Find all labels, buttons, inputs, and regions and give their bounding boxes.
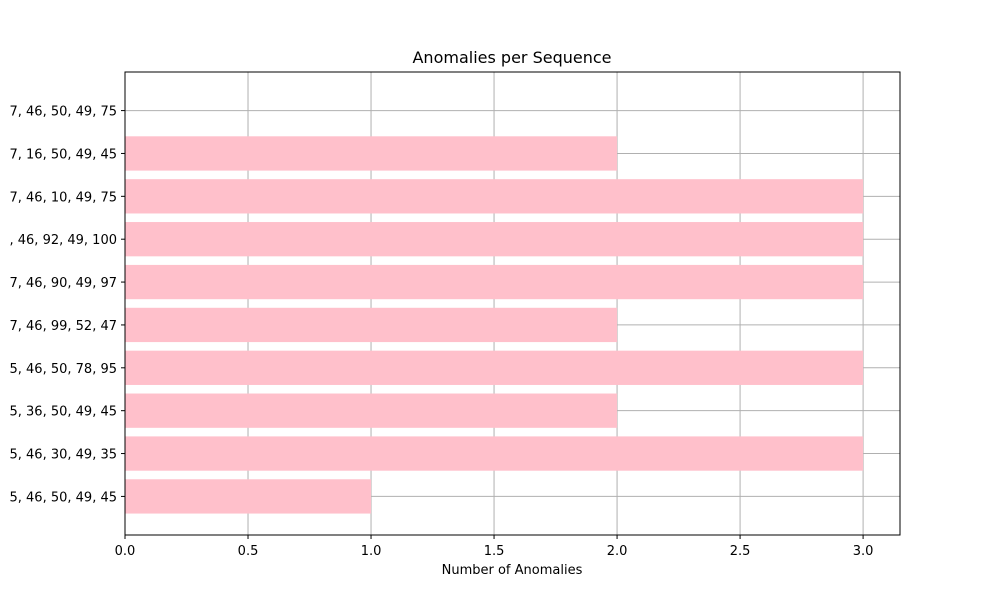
x-tick-label: 1.0	[361, 544, 382, 559]
y-tick-label: 5, 36, 50, 49, 45	[10, 405, 118, 420]
y-tick-label: 7, 46, 50, 49, 75	[10, 105, 118, 120]
bar	[125, 179, 864, 214]
axes-frame	[124, 71, 901, 536]
x-tick-label: 2.5	[730, 544, 751, 559]
bar	[125, 264, 864, 300]
bar	[125, 350, 864, 385]
bar	[125, 222, 864, 257]
bar	[125, 436, 864, 471]
bar	[125, 479, 372, 514]
y-tick-label: 7, 46, 90, 49, 97	[10, 276, 118, 291]
y-tick-label: 5, 46, 50, 49, 45	[10, 490, 118, 505]
x-tick-label: 3.0	[853, 544, 874, 559]
x-axis-label: Number of Anomalies	[442, 563, 583, 578]
y-tick-label: 7, 16, 50, 49, 45	[10, 147, 118, 162]
bar	[125, 393, 618, 428]
y-tick-label: 7, 46, 99, 52, 47	[10, 319, 118, 334]
x-axis-ticks: 0.0 0.5 1.0 1.5 2.0 2.5 3.0	[115, 535, 874, 559]
y-tick-label: , 46, 92, 49, 100	[10, 233, 118, 248]
x-tick-label: 2.0	[607, 544, 628, 559]
y-tick-label: 7, 46, 10, 49, 75	[10, 190, 118, 205]
bars	[125, 136, 864, 514]
x-tick-label: 0.5	[238, 544, 259, 559]
chart-title: Anomalies per Sequence	[412, 48, 611, 67]
x-tick-label: 0.0	[115, 544, 136, 559]
bar	[125, 136, 618, 171]
x-tick-label: 1.5	[484, 544, 505, 559]
y-tick-label: 5, 46, 50, 78, 95	[10, 362, 118, 377]
y-tick-label: 5, 46, 30, 49, 35	[10, 448, 118, 463]
bar	[125, 307, 618, 343]
y-axis-ticks: 5, 46, 50, 49, 45 5, 46, 30, 49, 35 5, 36,…	[10, 105, 125, 505]
